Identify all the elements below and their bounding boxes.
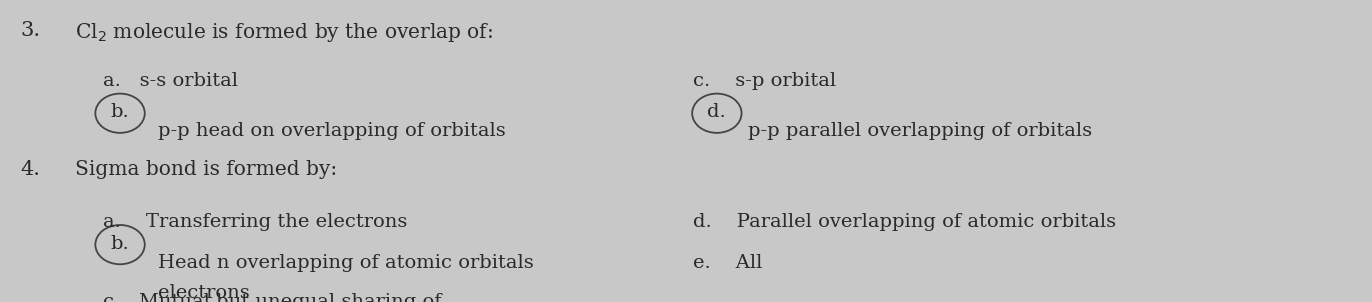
Text: 3.: 3. <box>21 21 41 40</box>
Text: e.    All: e. All <box>693 254 763 272</box>
Text: c.    s-p orbital: c. s-p orbital <box>693 72 836 91</box>
Text: d.    Parallel overlapping of atomic orbitals: d. Parallel overlapping of atomic orbita… <box>693 213 1115 231</box>
Text: a.    Transferring the electrons: a. Transferring the electrons <box>103 213 407 231</box>
Text: c.   Mutual but unequal sharing of: c. Mutual but unequal sharing of <box>103 293 442 302</box>
Text: p-p head on overlapping of orbitals: p-p head on overlapping of orbitals <box>158 122 505 140</box>
Text: a.   s-s orbital: a. s-s orbital <box>103 72 237 91</box>
Text: Head n overlapping of atomic orbitals: Head n overlapping of atomic orbitals <box>158 254 534 272</box>
Text: b.: b. <box>111 103 129 121</box>
Text: p-p parallel overlapping of orbitals: p-p parallel overlapping of orbitals <box>748 122 1092 140</box>
Text: Sigma bond is formed by:: Sigma bond is formed by: <box>75 160 338 179</box>
Text: electrons: electrons <box>158 284 250 302</box>
Text: 4.: 4. <box>21 160 41 179</box>
Text: b.: b. <box>111 235 129 253</box>
Text: Cl$_2$ molecule is formed by the overlap of:: Cl$_2$ molecule is formed by the overlap… <box>75 21 494 44</box>
Text: d.: d. <box>708 103 726 121</box>
